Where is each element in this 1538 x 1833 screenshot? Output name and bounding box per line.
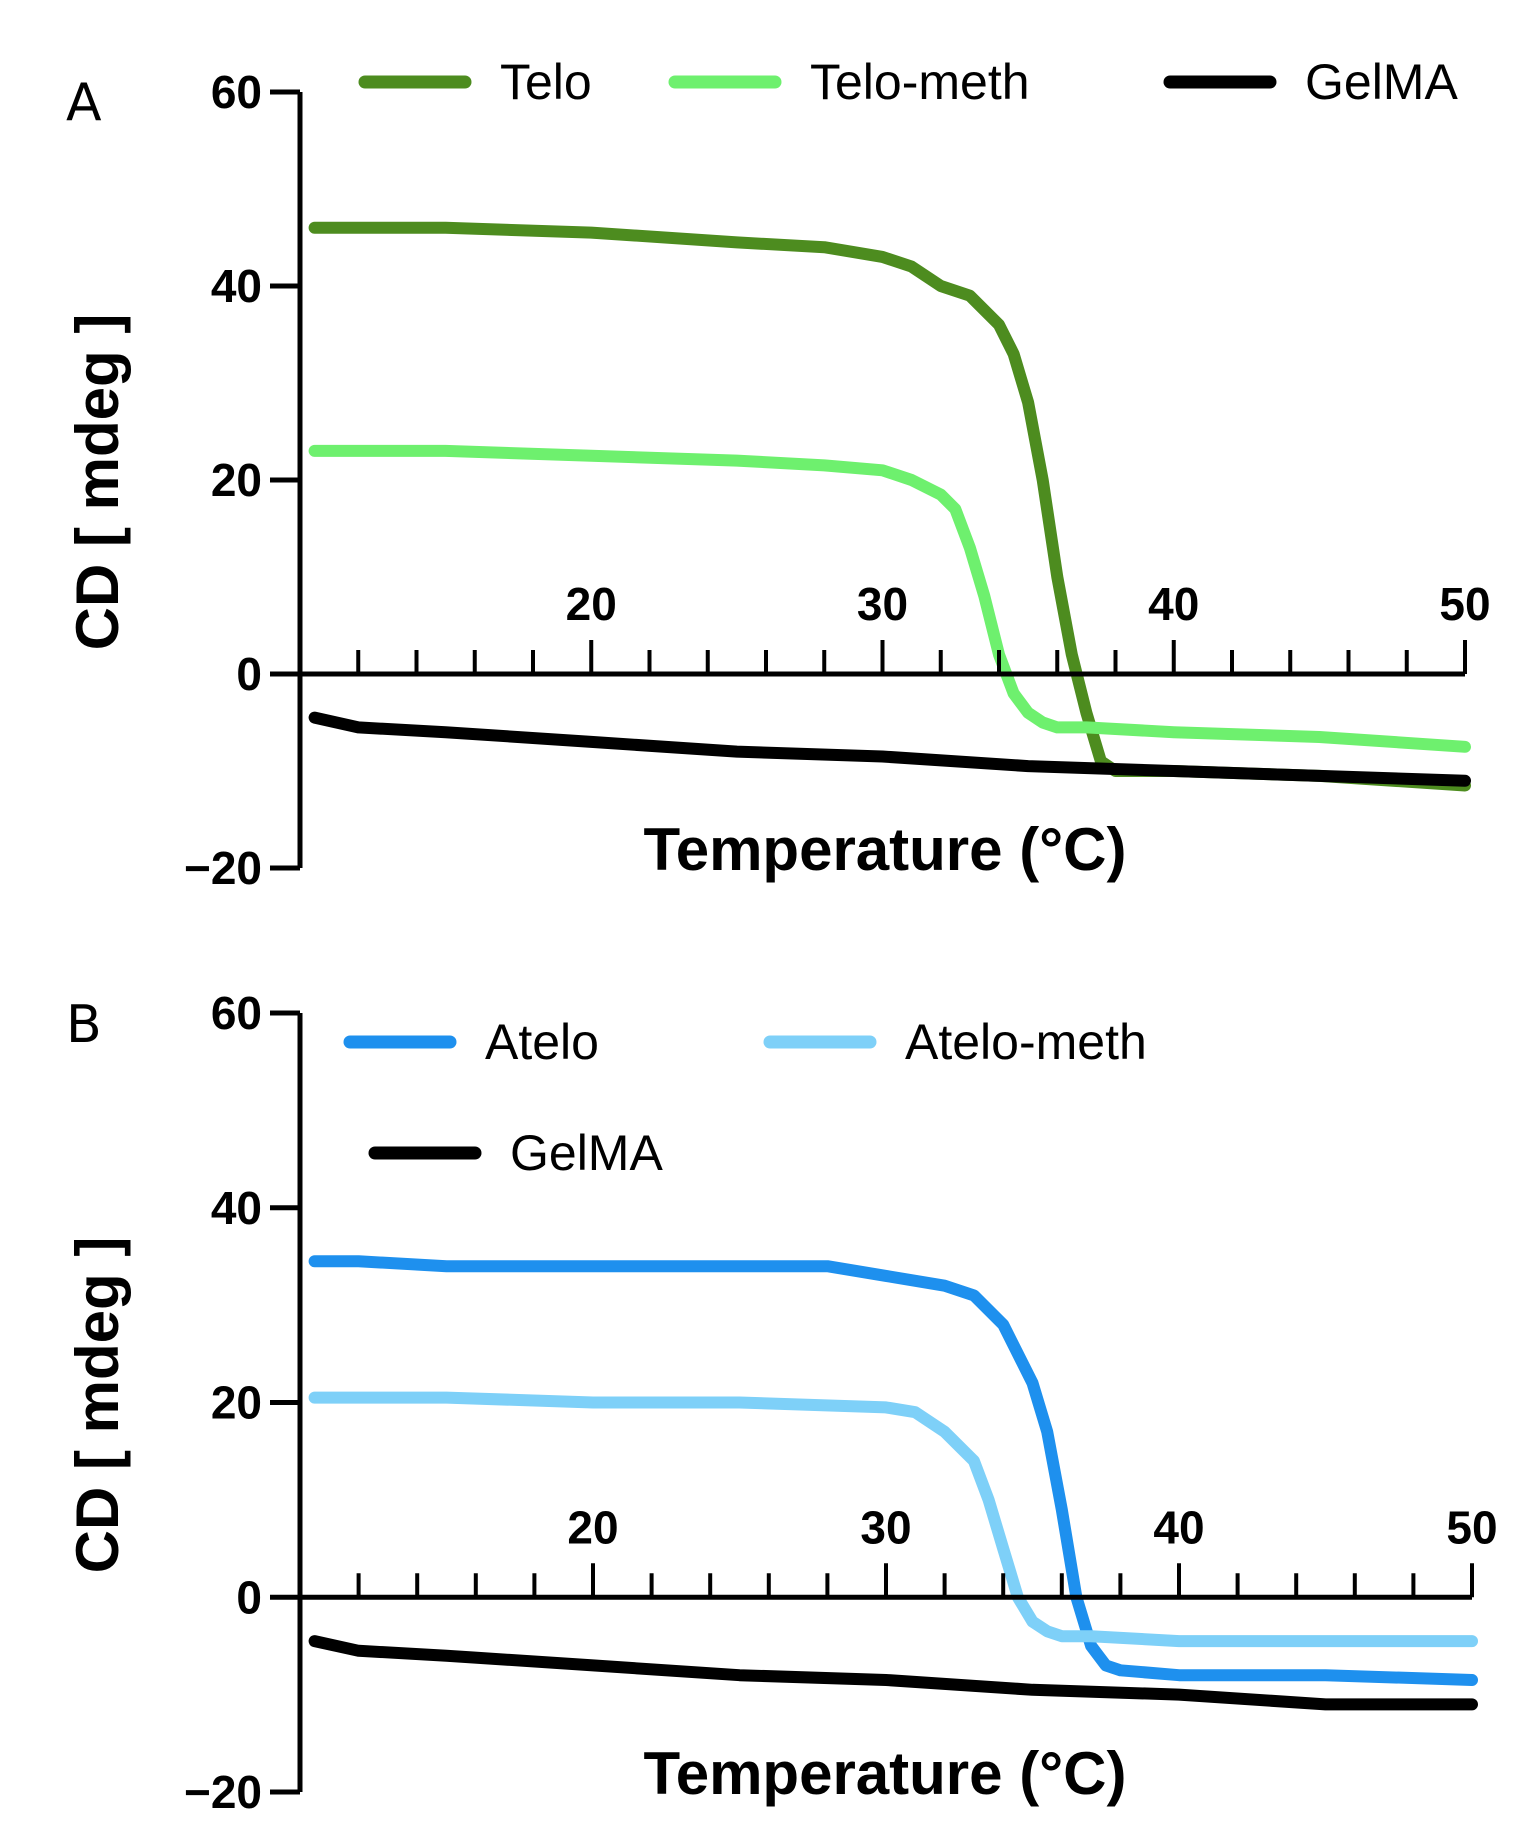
panel-b-series-gelma: [308, 1635, 1478, 1711]
panel-a-x-tick-label: 30: [857, 578, 908, 630]
panel-b-y-tick-label: 40: [211, 1182, 262, 1234]
panel-b-x-tick-label: 20: [567, 1501, 618, 1553]
panel-b-letter: B: [66, 995, 102, 1055]
panel-a-x-tick-label: 20: [566, 578, 617, 630]
panel-a-y-tick-label: 20: [211, 454, 262, 506]
panel-a-series-telo: [308, 221, 1471, 792]
panel-b-y-tick-label: −20: [184, 1766, 262, 1818]
panel-b-y-axis-title: CD [ mdeg ]: [64, 1237, 131, 1574]
panel-a-y-axis-title: CD [ mdeg ]: [64, 314, 131, 651]
panel-b-x-tick-label: 30: [860, 1501, 911, 1553]
panel-a-x-tick-label: 40: [1148, 578, 1199, 630]
panel-a-x-tick-label: 50: [1439, 578, 1490, 630]
panel-a-y-tick-label: 40: [211, 260, 262, 312]
panel-b-legend-label: GelMA: [510, 1125, 663, 1181]
panel-a-x-axis-title: Temperature (°C): [644, 816, 1127, 883]
panel-b-series-atelo-meth: [308, 1391, 1478, 1648]
panel-b-y-tick-label: 20: [211, 1377, 262, 1429]
panel-a-legend-label: GelMA: [1305, 54, 1458, 110]
panel-a-legend-label: Telo: [500, 54, 592, 110]
panel-a-y-tick-label: 60: [211, 66, 262, 118]
panel-b-series-atelo: [308, 1255, 1478, 1686]
panel-b-x-axis-title: Temperature (°C): [644, 1740, 1127, 1807]
panel-b-legend-label: Atelo: [485, 1014, 599, 1070]
panel-b-y-tick-label: 0: [236, 1571, 262, 1623]
panel-a-letter: A: [66, 73, 102, 133]
panel-a-series-telo-meth: [308, 444, 1471, 753]
panel-a-legend-label: Telo-meth: [810, 54, 1030, 110]
panel-b-chart: B −20 0 20 40 60 20 30 40 50 Atelo Atelo-meth GelM…: [64, 987, 1498, 1818]
panel-a-y-tick-label: 0: [236, 648, 262, 700]
panel-b-x-tick-label: 50: [1446, 1501, 1497, 1553]
panel-b-x-tick-label: 40: [1153, 1501, 1204, 1553]
panel-b-y-tick-label: 60: [211, 987, 262, 1039]
panel-a-y-tick-label: −20: [184, 842, 262, 894]
panel-b-legend-label: Atelo-meth: [905, 1014, 1147, 1070]
panel-a-series-gelma: [308, 711, 1471, 787]
